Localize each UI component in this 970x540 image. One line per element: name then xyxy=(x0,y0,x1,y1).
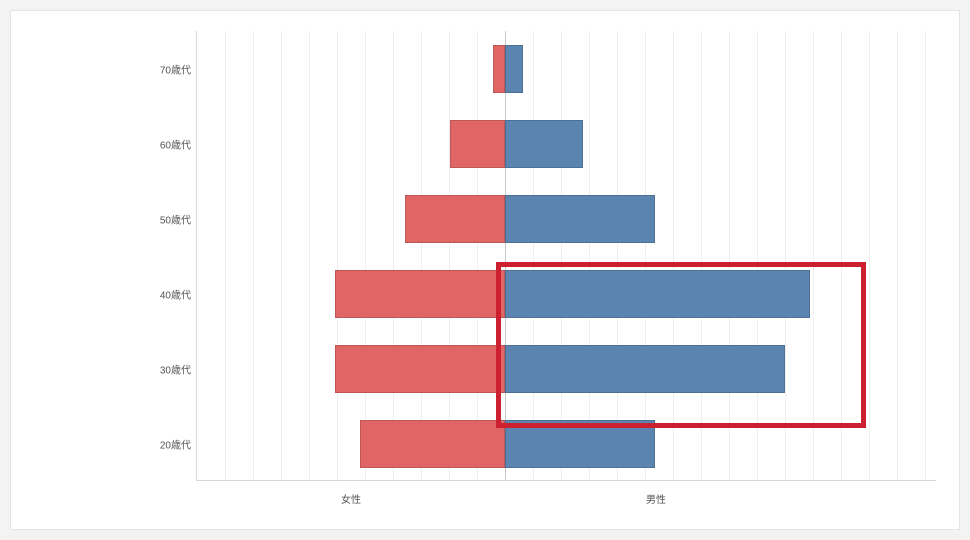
bar-male xyxy=(505,420,655,468)
chart-row xyxy=(197,106,936,181)
bar-female xyxy=(450,120,505,168)
y-axis-label: 70歳代 xyxy=(21,61,191,76)
chart-row xyxy=(197,31,936,106)
chart-plot-area xyxy=(196,31,936,481)
chart-row xyxy=(197,331,936,406)
x-axis-label-left: 女性 xyxy=(341,491,361,506)
bar-female xyxy=(405,195,505,243)
bar-male xyxy=(505,345,785,393)
bar-female xyxy=(335,345,505,393)
chart-card: 70歳代 60歳代 50歳代 40歳代 30歳代 20歳代 女性 男性 xyxy=(10,10,960,530)
bar-male xyxy=(505,45,523,93)
bar-male xyxy=(505,195,655,243)
bar-female xyxy=(360,420,505,468)
bar-male xyxy=(505,270,810,318)
chart-row xyxy=(197,181,936,256)
y-axis-label: 20歳代 xyxy=(21,436,191,451)
bar-male xyxy=(505,120,583,168)
chart-row xyxy=(197,406,936,481)
y-axis-label: 40歳代 xyxy=(21,286,191,301)
y-axis-label: 60歳代 xyxy=(21,136,191,151)
y-axis-label: 50歳代 xyxy=(21,211,191,226)
bar-female xyxy=(335,270,505,318)
y-axis-label: 30歳代 xyxy=(21,361,191,376)
x-axis-label-right: 男性 xyxy=(646,491,666,506)
chart-row xyxy=(197,256,936,331)
bar-female xyxy=(493,45,505,93)
